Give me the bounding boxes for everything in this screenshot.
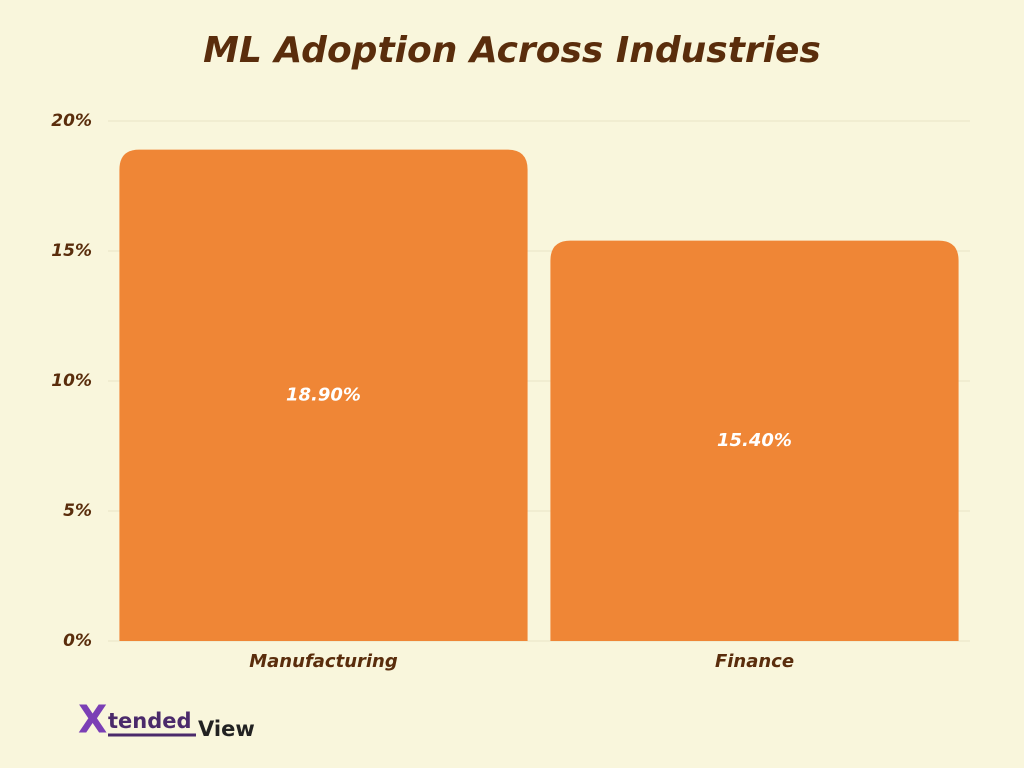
chart-title: ML Adoption Across Industries <box>203 30 821 71</box>
brand-middle: tended <box>108 709 192 733</box>
y-tick-label: 0% <box>63 631 92 651</box>
brand-initial: X <box>78 698 107 742</box>
brand-end: View <box>198 717 255 741</box>
value-label: 15.40% <box>717 430 792 451</box>
x-tick-label: Manufacturing <box>249 651 398 672</box>
brand-logo: X tended View <box>78 698 255 742</box>
y-tick-label: 20% <box>51 111 92 131</box>
bar <box>550 240 959 641</box>
bar <box>119 149 528 641</box>
y-tick-label: 15% <box>51 241 92 261</box>
y-tick-label: 10% <box>51 371 92 391</box>
x-tick-label: Finance <box>715 651 794 672</box>
value-label: 18.90% <box>286 384 361 405</box>
y-tick-label: 5% <box>63 501 92 521</box>
